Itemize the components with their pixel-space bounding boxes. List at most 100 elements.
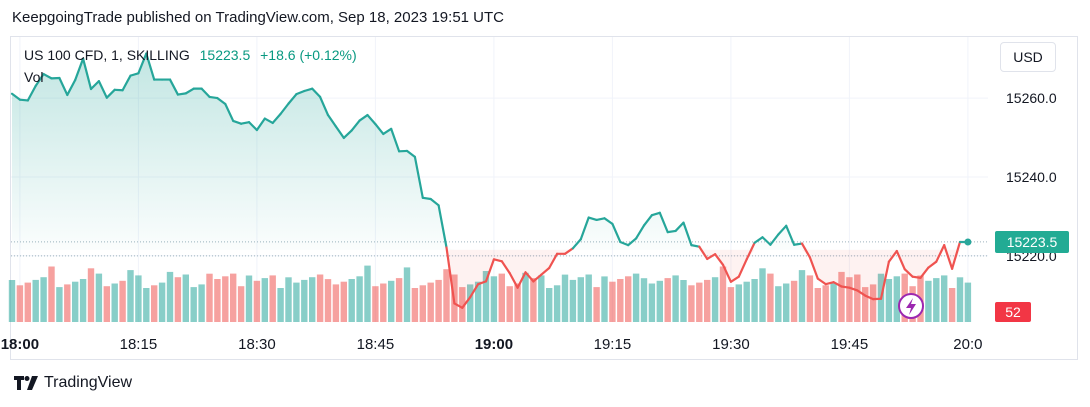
price-segment — [484, 258, 495, 283]
price-segment — [97, 80, 108, 99]
volume-bar — [585, 274, 592, 322]
volume-bar — [380, 283, 387, 322]
volume-bar — [617, 279, 624, 322]
y-tick-label: 15240.0 — [1006, 169, 1057, 185]
volume-bar — [546, 288, 553, 322]
volume-bar — [395, 278, 403, 322]
price-segment — [176, 92, 187, 96]
volume-bar — [245, 275, 253, 322]
volume-bar — [8, 280, 16, 322]
price-segment — [887, 249, 898, 263]
volume-bar — [806, 275, 814, 322]
price-segment — [532, 273, 543, 283]
price-segment — [698, 245, 709, 261]
volume-bar — [309, 277, 316, 322]
volume-bar — [553, 285, 561, 322]
price-segment — [287, 93, 298, 105]
volume-bar — [253, 280, 261, 322]
volume-bar — [135, 275, 142, 322]
price-badges: 15223.5 52 — [898, 230, 1069, 322]
volume-bar — [964, 282, 972, 322]
x-tick-label: 19:45 — [831, 336, 869, 353]
volume-bar — [956, 277, 964, 322]
volume-bar — [127, 270, 134, 322]
price-segment — [785, 224, 796, 246]
price-segment — [619, 240, 630, 247]
volume-bar — [933, 278, 940, 322]
price-segment — [603, 217, 614, 225]
price-segment — [81, 57, 93, 91]
price-segment — [524, 271, 535, 283]
price-segment — [824, 281, 835, 286]
volume-bar — [427, 282, 434, 322]
price-segment — [34, 72, 45, 87]
volume-bar — [696, 282, 703, 322]
volume-bar — [237, 286, 245, 322]
price-segment — [800, 242, 812, 259]
price-segment — [650, 211, 661, 217]
volume-bar — [269, 275, 276, 322]
price-segment — [10, 92, 21, 101]
volume-bar — [498, 273, 505, 322]
volume-bar — [775, 286, 782, 322]
volume-bar — [301, 279, 308, 322]
volume-bar — [348, 279, 355, 322]
price-segment — [611, 222, 622, 244]
volume-bar — [435, 279, 442, 322]
volume-bar — [838, 271, 845, 322]
price-segment — [848, 286, 859, 292]
price-segment — [943, 244, 954, 270]
price-segment — [390, 127, 401, 153]
price-segment — [579, 216, 590, 241]
volume-bar — [656, 280, 663, 322]
price-line — [10, 52, 972, 309]
volume-bar — [474, 281, 482, 322]
price-segment — [745, 241, 756, 261]
volume-bar — [790, 280, 798, 322]
price-segment — [911, 275, 922, 279]
volume-bar — [561, 274, 569, 322]
volume-bar — [822, 285, 829, 322]
volume-bar — [214, 279, 221, 322]
volume-bar — [72, 281, 79, 322]
price-segment — [26, 84, 37, 102]
volume-bar — [388, 280, 395, 322]
volume-bar — [948, 288, 956, 322]
price-area — [12, 53, 968, 308]
volume-bar — [459, 287, 466, 322]
volume-bar — [751, 279, 758, 322]
tradingview-logo: TradingView — [14, 374, 132, 392]
publication-header: KeepgoingTrade published on TradingView.… — [12, 9, 504, 26]
volume-bar — [846, 277, 853, 322]
lightning-icon-bolt — [906, 298, 916, 315]
price-segment — [413, 155, 424, 199]
price-segment — [461, 296, 472, 309]
price-segment — [326, 113, 337, 128]
volume-bar — [32, 279, 39, 322]
price-segment — [184, 87, 195, 95]
volume-bar — [743, 281, 750, 322]
price-segment — [18, 98, 29, 102]
price-segment — [713, 253, 725, 266]
price-segment — [808, 256, 819, 280]
price-segment — [319, 95, 330, 117]
volume-bar — [174, 277, 182, 322]
volume-bar — [830, 282, 837, 322]
price-segment — [366, 113, 377, 126]
volume-bar — [158, 282, 166, 322]
price-segment — [374, 123, 385, 136]
price-segment — [255, 117, 266, 132]
volume-bar — [143, 288, 150, 322]
chart-frame — [10, 36, 1078, 360]
volume-bar — [577, 277, 584, 322]
area-below-reference — [12, 249, 968, 308]
last-price-badge — [995, 230, 1069, 253]
price-segment — [469, 283, 480, 299]
volume-bar — [609, 281, 616, 322]
currency-button[interactable]: USD — [1000, 42, 1056, 72]
price-segment — [74, 57, 85, 82]
price-segment — [89, 80, 101, 91]
volume-bar — [340, 281, 347, 322]
